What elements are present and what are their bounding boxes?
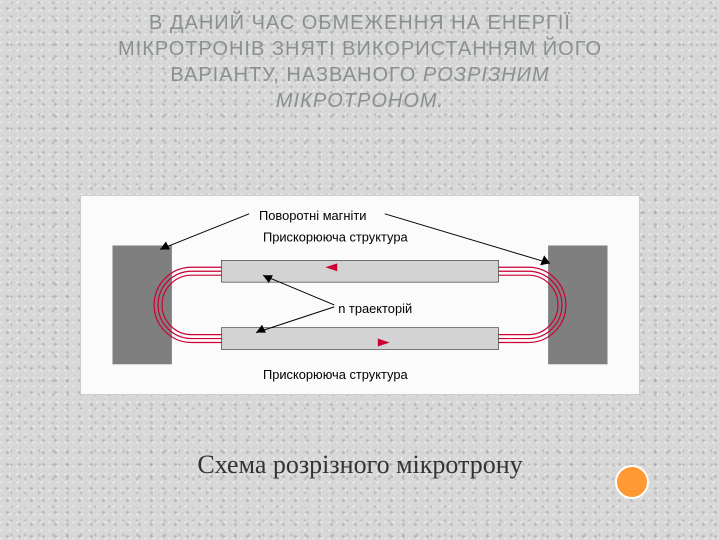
title-line4-italic: МІКРОТРОНОМ. (276, 90, 444, 112)
title-line1: В ДАНИЙ ЧАС ОБМЕЖЕННЯ НА ЕНЕРГІЇ (149, 12, 571, 34)
title-line3-italic: РОЗРІЗНИМ (423, 64, 550, 86)
title-line2: МІКРОТРОНІВ ЗНЯТІ ВИКОРИСТАННЯМ ЙОГО (118, 38, 602, 60)
accelerating-structure-top (221, 260, 498, 282)
slide-title: В ДАНИЙ ЧАС ОБМЕЖЕННЯ НА ЕНЕРГІЇ МІКРОТР… (0, 0, 720, 114)
title-line3: ВАРІАНТУ, НАЗВАНОГО (170, 64, 423, 86)
diagram-caption: Схема розрізного мікротрону (0, 450, 720, 480)
right-rotary-magnet (548, 246, 607, 365)
microtron-diagram: Поворотні магніти Прискорююча структура … (80, 195, 640, 395)
left-rotary-magnet (113, 246, 172, 365)
slide-background: В ДАНИЙ ЧАС ОБМЕЖЕННЯ НА ЕНЕРГІЇ МІКРОТР… (0, 0, 720, 540)
slide-decoration-circle (614, 464, 650, 500)
label-accel-top: Прискорююча структура (263, 230, 409, 245)
label-accel-bot: Прискорююча структура (263, 367, 409, 382)
diagram-svg: Поворотні магніти Прискорююча структура … (81, 196, 639, 394)
label-rotary-magnets: Поворотні магніти (259, 208, 366, 223)
label-n-trajectories: n траекторій (338, 301, 412, 316)
